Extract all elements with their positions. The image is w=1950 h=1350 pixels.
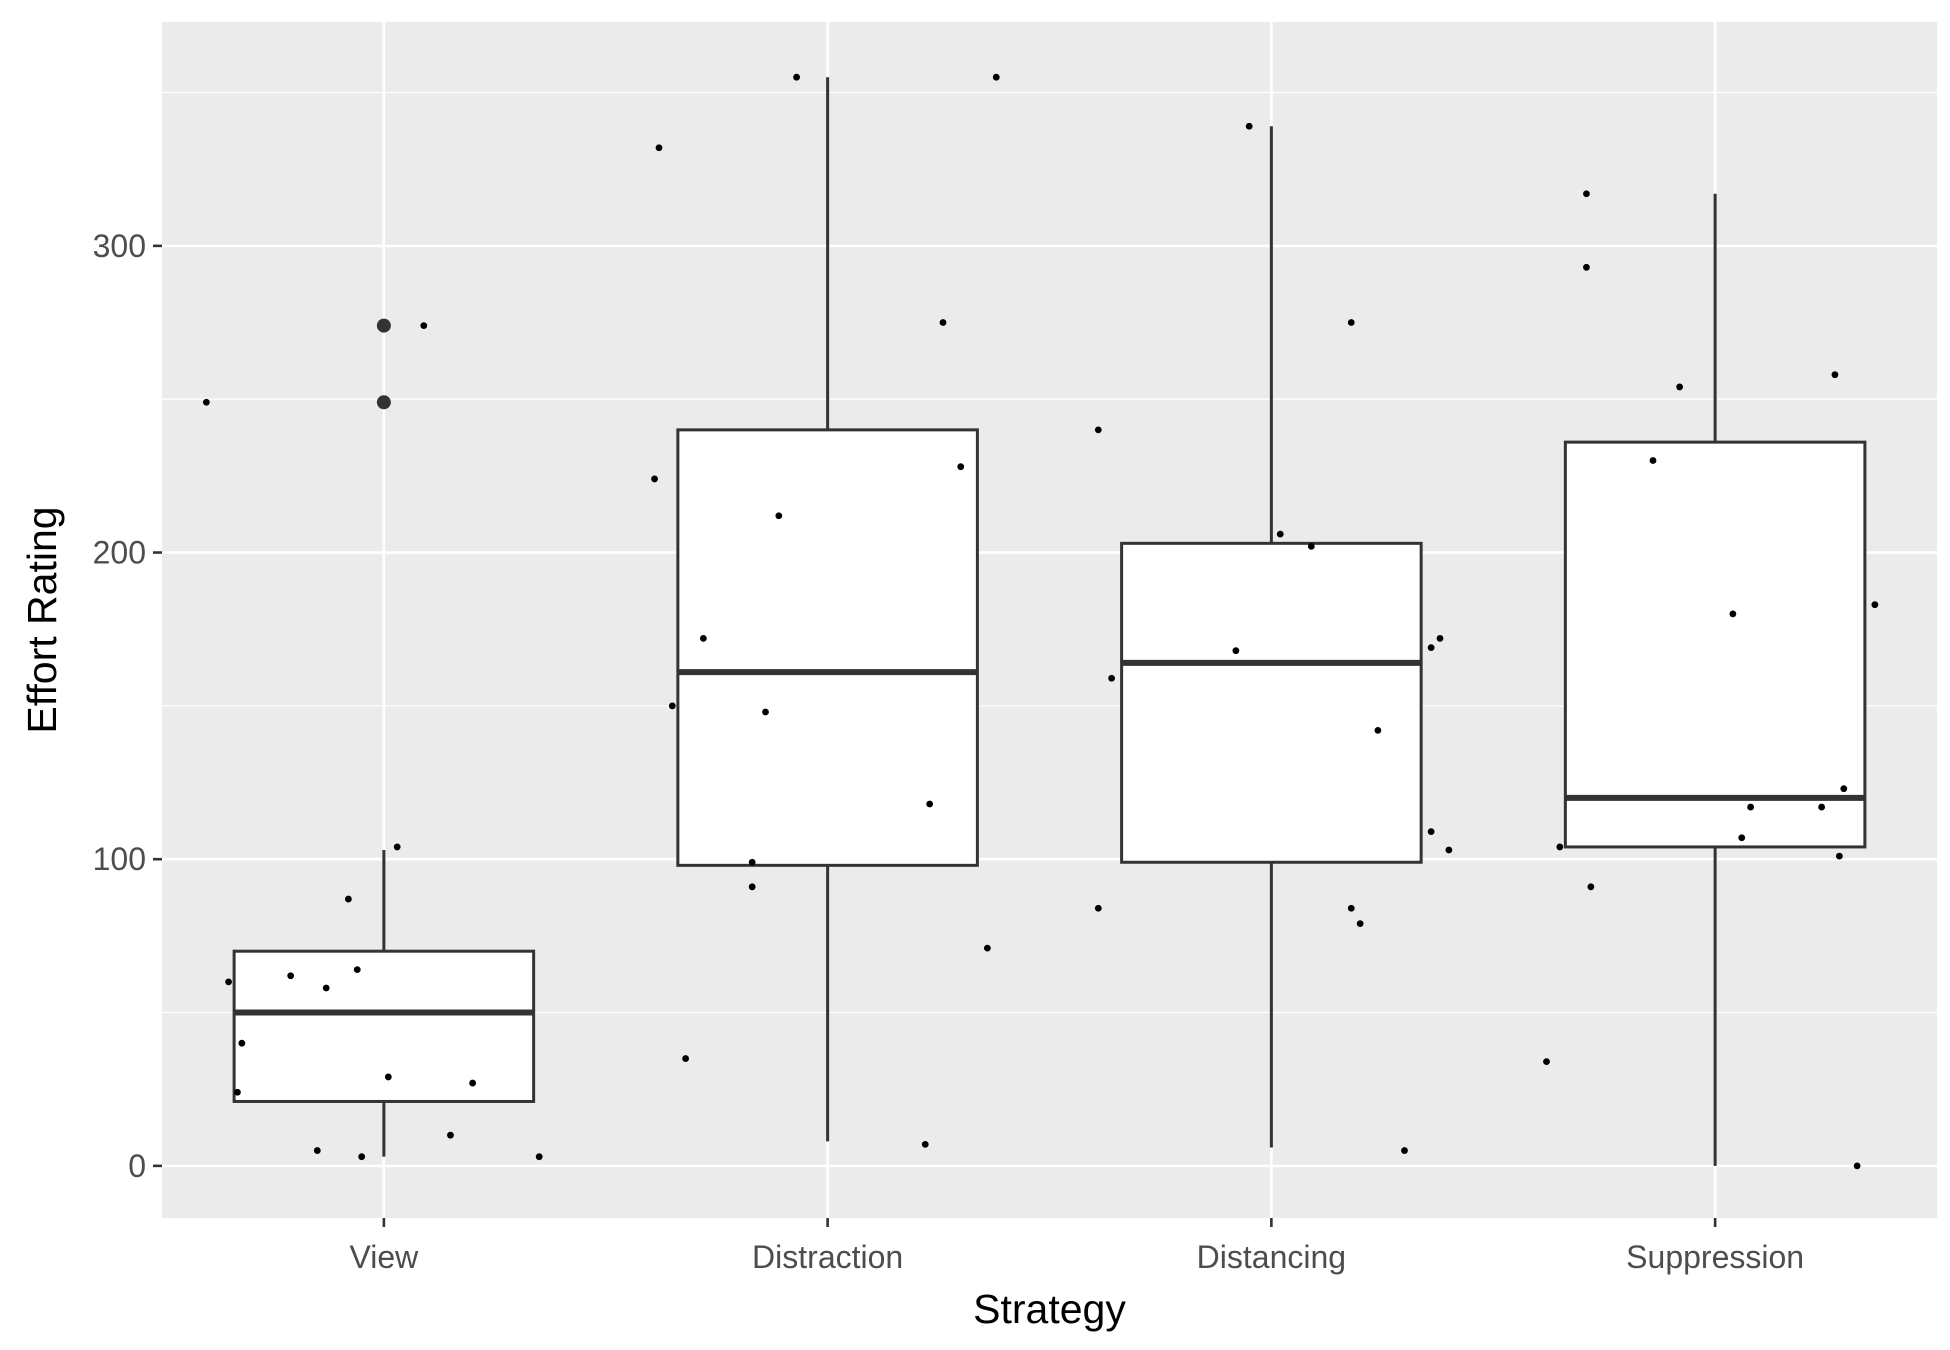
data-point xyxy=(1676,383,1684,391)
data-point xyxy=(1356,920,1364,927)
data-point xyxy=(1583,263,1590,271)
box-iqr xyxy=(1120,541,1423,864)
y-axis: 0 100 200 300 xyxy=(93,228,162,1184)
y-tick-label: 0 xyxy=(128,1148,146,1184)
data-point xyxy=(748,883,756,891)
box-suppression xyxy=(1563,193,1867,1166)
data-point xyxy=(748,858,756,866)
box-view xyxy=(232,318,536,1157)
data-point xyxy=(287,972,295,980)
data-point xyxy=(1853,1162,1861,1170)
data-point xyxy=(992,73,1000,81)
data-point xyxy=(1232,647,1240,655)
data-point xyxy=(668,702,676,710)
box-distancing xyxy=(1120,126,1423,1148)
data-point xyxy=(939,319,947,326)
jitter-points-layer xyxy=(202,73,1879,1170)
data-point xyxy=(699,635,707,642)
data-point xyxy=(926,800,934,808)
data-point xyxy=(384,1073,392,1081)
data-point xyxy=(1831,371,1839,379)
data-point xyxy=(775,512,783,520)
data-point xyxy=(238,1039,246,1047)
data-point xyxy=(1245,122,1253,130)
data-point xyxy=(358,1153,366,1161)
data-point xyxy=(1729,610,1737,618)
data-point xyxy=(1543,1058,1550,1065)
box-iqr xyxy=(1563,440,1867,849)
box-iqr xyxy=(232,949,536,1103)
data-point xyxy=(1840,785,1848,793)
box-iqr xyxy=(676,428,979,867)
data-point xyxy=(469,1079,477,1087)
data-point xyxy=(1094,904,1102,912)
x-axis-title: Strategy xyxy=(973,1286,1126,1332)
y-tick-label: 200 xyxy=(93,535,146,571)
data-point xyxy=(234,1088,241,1096)
data-point xyxy=(420,322,428,329)
data-point xyxy=(793,73,800,81)
y-tick-label: 300 xyxy=(93,228,146,264)
data-point xyxy=(762,708,769,716)
x-tick-label-view: View xyxy=(349,1239,419,1275)
data-point xyxy=(1094,426,1102,434)
data-point xyxy=(655,144,663,152)
boxes-layer xyxy=(232,77,1867,1166)
data-point xyxy=(1818,803,1826,811)
x-axis: View Distraction Distancing Suppression xyxy=(349,1218,1804,1275)
data-point xyxy=(1347,319,1355,326)
data-point xyxy=(344,895,352,903)
data-point xyxy=(983,944,991,952)
y-axis-title: Effort Rating xyxy=(19,506,65,733)
data-point xyxy=(1436,635,1444,642)
outlier-point xyxy=(376,318,391,333)
outlier-point xyxy=(376,395,391,410)
data-point xyxy=(1738,834,1746,842)
data-point xyxy=(1347,904,1355,912)
box-distraction xyxy=(676,77,979,1142)
data-point xyxy=(1649,457,1657,464)
x-tick-label-distraction: Distraction xyxy=(752,1239,903,1275)
y-tick-label: 100 xyxy=(93,841,146,877)
data-point xyxy=(682,1055,690,1062)
data-point xyxy=(393,843,401,851)
data-point xyxy=(313,1147,321,1154)
data-point xyxy=(1276,530,1284,538)
data-point xyxy=(322,984,330,992)
data-point xyxy=(1445,846,1453,854)
data-point xyxy=(1108,674,1116,682)
data-point xyxy=(1374,727,1382,734)
data-point xyxy=(1556,843,1564,851)
data-point xyxy=(202,398,210,406)
data-point xyxy=(651,475,658,483)
x-tick-label-suppression: Suppression xyxy=(1626,1239,1804,1275)
data-point xyxy=(957,463,965,471)
data-point xyxy=(1747,803,1755,811)
data-point xyxy=(1835,852,1843,860)
data-point xyxy=(1427,828,1435,835)
data-point xyxy=(1307,543,1315,550)
data-point xyxy=(225,978,232,986)
data-point xyxy=(535,1153,543,1161)
data-point xyxy=(447,1131,454,1139)
data-point xyxy=(1401,1147,1408,1154)
data-point xyxy=(353,966,361,973)
x-tick-label-distancing: Distancing xyxy=(1197,1239,1346,1275)
data-point xyxy=(1587,883,1595,891)
data-point xyxy=(1871,601,1879,609)
data-point xyxy=(921,1141,929,1148)
data-point xyxy=(1427,644,1435,651)
data-point xyxy=(1583,190,1590,198)
